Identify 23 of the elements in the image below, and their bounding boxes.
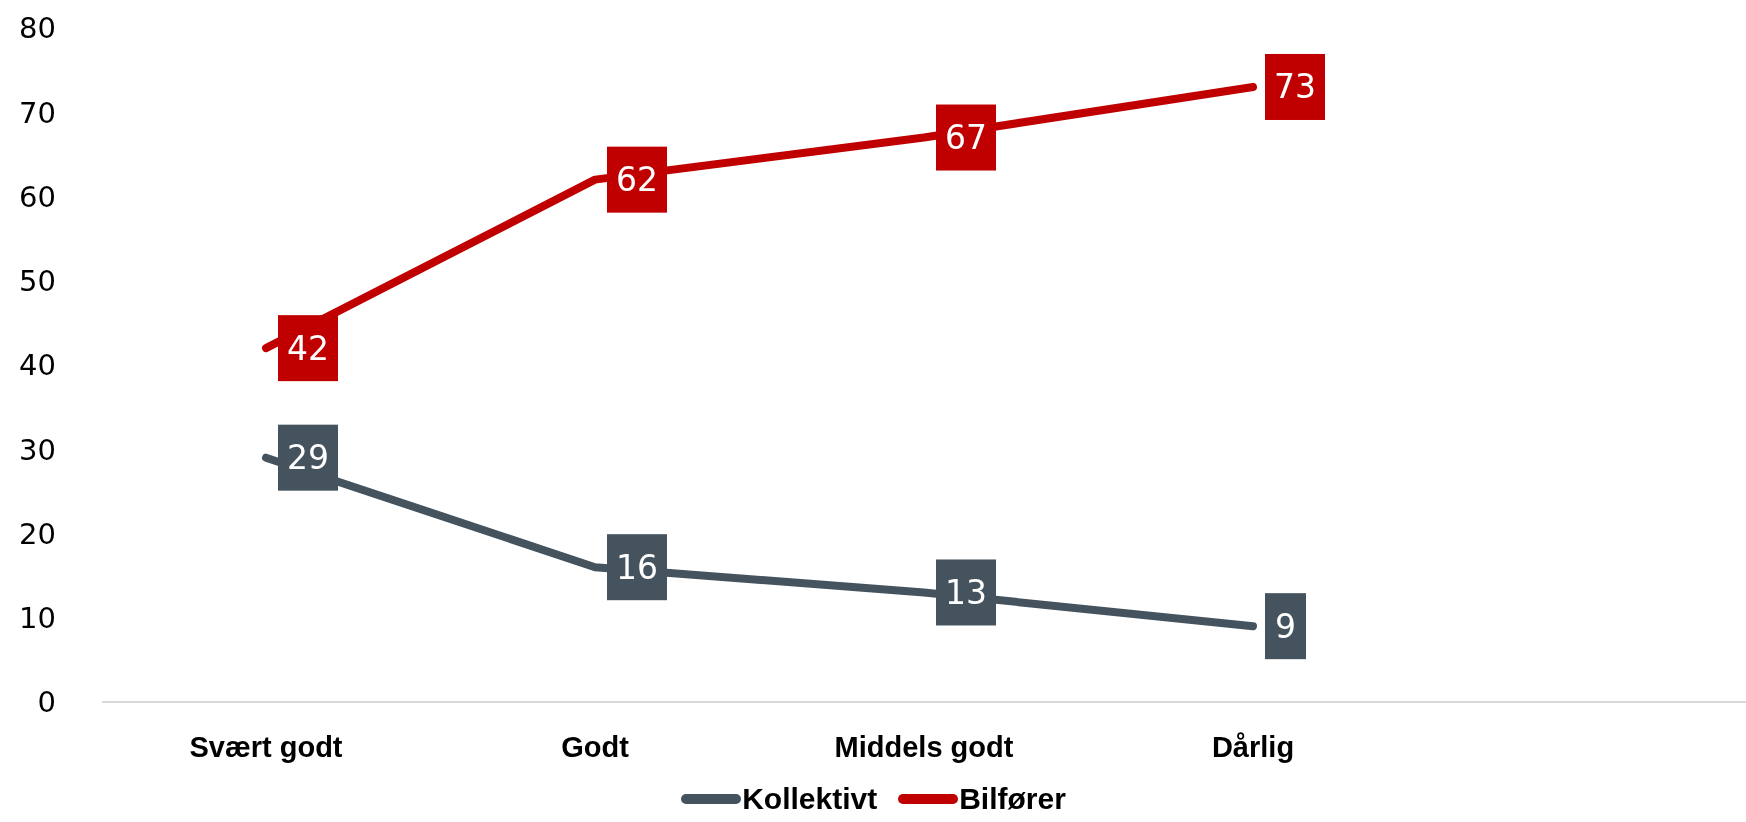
data-label: 73 (1274, 67, 1316, 107)
data-label: 62 (616, 160, 658, 200)
x-tick-label: Middels godt (834, 730, 1014, 763)
y-tick-label: 20 (19, 516, 56, 551)
data-label: 9 (1275, 606, 1296, 646)
x-tick-label: Godt (561, 730, 630, 763)
y-tick-label: 0 (37, 685, 56, 720)
legend-label: Kollektivt (742, 782, 878, 816)
data-label: 13 (945, 572, 987, 612)
legend-label: Bilfører (959, 782, 1066, 816)
y-tick-label: 80 (19, 11, 56, 46)
y-tick-label: 70 (19, 95, 56, 130)
data-label: 16 (616, 547, 658, 587)
x-tick-label: Svært godt (189, 730, 343, 763)
y-tick-label: 30 (19, 432, 56, 467)
y-tick-label: 10 (19, 601, 56, 636)
data-label: 29 (287, 438, 329, 478)
data-label: 67 (945, 118, 987, 158)
y-tick-label: 50 (19, 264, 56, 299)
y-tick-label: 60 (19, 179, 56, 214)
data-label: 42 (287, 328, 329, 368)
x-tick-label: Dårlig (1211, 730, 1295, 763)
y-tick-label: 40 (19, 348, 56, 383)
